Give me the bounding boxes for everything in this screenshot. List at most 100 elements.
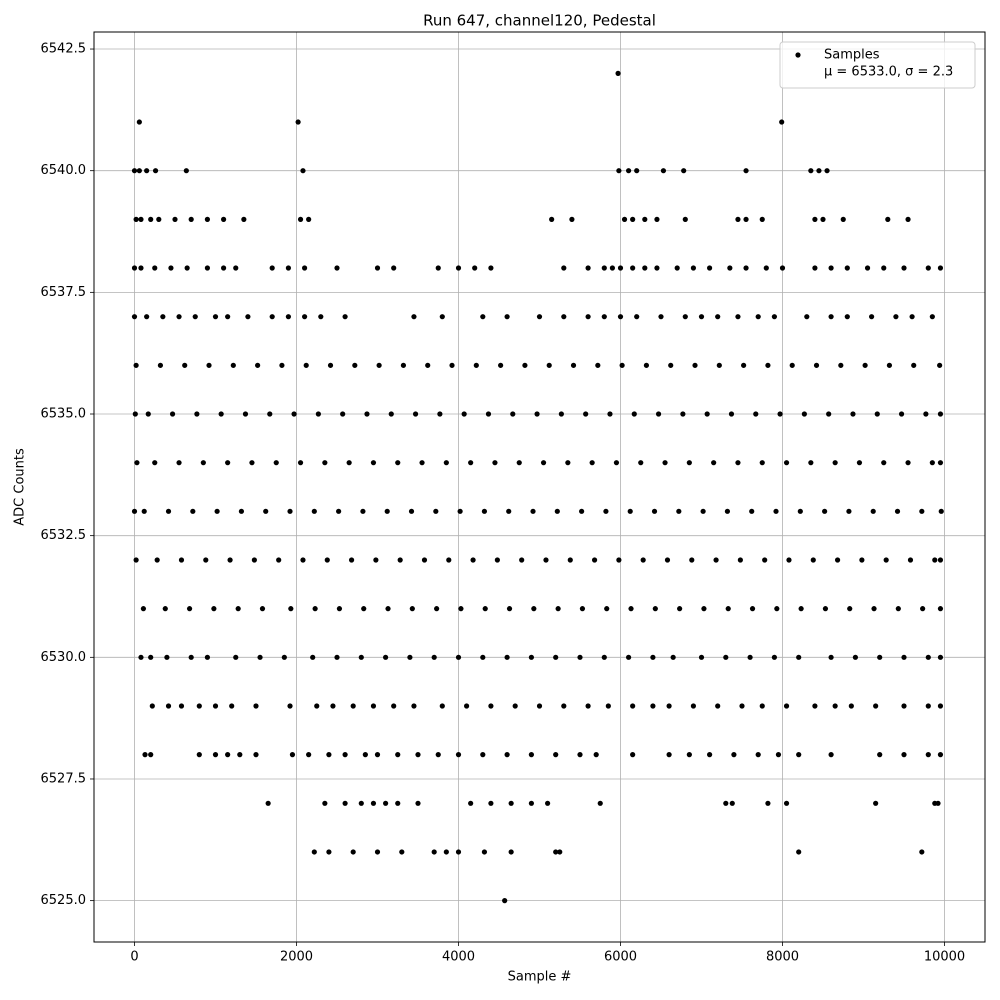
point	[415, 752, 421, 758]
point	[774, 606, 780, 612]
point	[350, 849, 356, 855]
point	[145, 411, 151, 417]
point	[604, 606, 610, 612]
point	[725, 606, 731, 612]
point	[225, 752, 231, 758]
point	[336, 508, 342, 514]
point	[370, 703, 377, 709]
point	[783, 800, 790, 806]
point	[184, 265, 190, 271]
point	[755, 752, 761, 758]
x-tick-label: 6000	[604, 950, 637, 965]
point	[840, 216, 846, 222]
point	[281, 654, 287, 660]
point	[716, 362, 722, 368]
point	[437, 411, 443, 417]
point	[909, 314, 915, 320]
point	[812, 703, 818, 709]
point	[704, 411, 710, 417]
point	[295, 119, 301, 125]
point	[579, 606, 586, 612]
point	[133, 216, 139, 222]
point	[383, 654, 389, 660]
point	[374, 752, 381, 758]
point	[844, 265, 850, 271]
point	[883, 557, 889, 563]
point	[267, 411, 273, 417]
point	[257, 654, 263, 660]
point	[168, 265, 174, 271]
x-tick-label: 8000	[766, 950, 799, 965]
point	[812, 265, 818, 271]
point	[822, 508, 828, 514]
point	[212, 752, 219, 758]
point	[144, 168, 150, 174]
point	[937, 606, 944, 612]
point	[374, 849, 381, 855]
point	[358, 800, 364, 806]
point	[546, 362, 552, 368]
point	[315, 411, 321, 417]
point	[421, 557, 428, 563]
point	[227, 557, 233, 563]
point	[700, 508, 706, 514]
point	[504, 752, 510, 758]
point	[470, 557, 476, 563]
point	[643, 362, 650, 368]
point	[340, 411, 346, 417]
point	[269, 265, 275, 271]
point	[735, 314, 741, 320]
x-tick-label: 0	[130, 950, 138, 965]
point	[597, 800, 603, 806]
point	[434, 606, 440, 612]
point	[506, 606, 513, 612]
point	[133, 557, 139, 563]
point	[251, 557, 257, 563]
point	[711, 460, 717, 466]
point	[894, 508, 901, 514]
point	[565, 460, 571, 466]
point	[492, 460, 498, 466]
x-tick-label: 10000	[924, 950, 965, 965]
point	[302, 314, 308, 320]
point	[743, 168, 749, 174]
point	[142, 752, 148, 758]
point	[152, 265, 158, 271]
point	[828, 265, 834, 271]
point	[932, 557, 938, 563]
point	[925, 654, 931, 660]
point	[779, 119, 785, 125]
point	[206, 362, 212, 368]
point	[616, 557, 622, 563]
legend: Samples μ = 6533.0, σ = 2.3	[779, 41, 976, 89]
point	[634, 314, 640, 320]
point	[131, 265, 138, 271]
point	[905, 216, 911, 222]
point	[579, 508, 585, 514]
point	[630, 216, 636, 222]
point	[937, 362, 943, 368]
point	[735, 216, 741, 222]
point	[370, 800, 377, 806]
point	[796, 752, 802, 758]
chart-title: Run 647, channel120, Pedestal	[423, 12, 656, 30]
point	[723, 800, 729, 806]
point	[929, 314, 935, 320]
point	[196, 703, 202, 709]
plot-area	[94, 32, 985, 942]
point	[400, 362, 407, 368]
point	[140, 606, 147, 612]
point	[164, 654, 170, 660]
point	[713, 557, 719, 563]
point	[617, 265, 624, 271]
point	[570, 362, 577, 368]
point	[326, 849, 332, 855]
point	[747, 654, 753, 660]
point	[593, 752, 599, 758]
point	[464, 703, 470, 709]
point	[196, 752, 202, 758]
point	[221, 216, 227, 222]
point	[225, 460, 231, 466]
point	[136, 168, 142, 174]
point	[642, 216, 648, 222]
